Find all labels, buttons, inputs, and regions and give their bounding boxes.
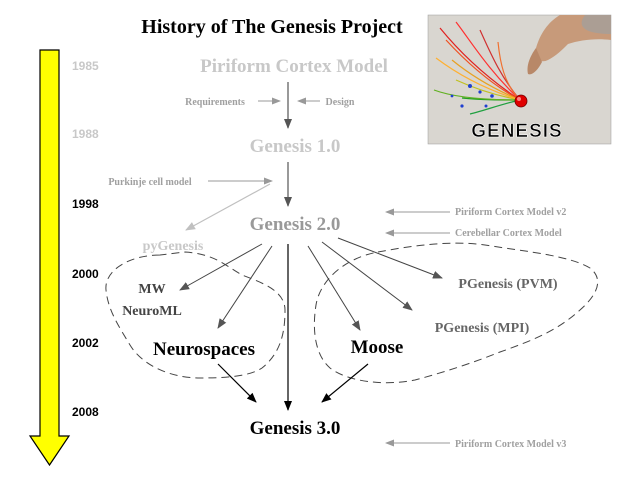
- year-label: 1988: [72, 127, 99, 141]
- node-piriform-cortex-model: Piriform Cortex Model: [200, 56, 388, 77]
- node-genesis-2: Genesis 2.0: [250, 214, 341, 235]
- edge-genesis2-to-mw: [179, 243, 263, 291]
- node-pygenesis: pyGenesis: [143, 239, 204, 254]
- annotation-piriform-cortex-model-v3: Piriform Cortex Model v3: [455, 439, 566, 450]
- edge-to-pygenesis: [185, 183, 271, 231]
- edge-genesis2-to-neurospaces: [217, 245, 273, 329]
- year-label: 2000: [72, 267, 99, 281]
- region-right-dashed: [313, 242, 599, 384]
- node-neurospaces: Neurospaces: [153, 339, 255, 360]
- annotation-requirements: Requirements: [185, 97, 245, 108]
- timeline-arrow: [28, 49, 71, 467]
- logo-text: GENESIS: [471, 121, 562, 142]
- node-pgenesis-pvm: PGenesis (PVM): [458, 277, 557, 292]
- annotation-design: Design: [326, 97, 355, 108]
- node-genesis-1: Genesis 1.0: [250, 136, 341, 157]
- year-label: 1985: [72, 59, 99, 73]
- annotation-purkinje-cell-model: Purkinje cell model: [108, 177, 192, 188]
- edge-moose-to-genesis3: [321, 363, 369, 403]
- node-pgenesis-mpi: PGenesis (MPI): [435, 321, 530, 336]
- year-label: 2002: [72, 336, 99, 350]
- region-left-dashed: [105, 251, 286, 379]
- annotation-cerebellar-cortex-model: Cerebellar Cortex Model: [455, 228, 562, 239]
- genesis-logo: GENESIS: [427, 14, 612, 145]
- year-label: 1998: [72, 197, 99, 211]
- node-moose: Moose: [351, 337, 404, 358]
- annotation-piriform-cortex-model-v2: Piriform Cortex Model v2: [455, 207, 566, 218]
- year-label: 2008: [72, 405, 99, 419]
- edge-genesis2-to-pgenesis-pvm: [337, 237, 443, 279]
- edge-genesis2-to-pgenesis-mpi: [321, 241, 413, 311]
- edge-neurospaces-to-genesis3: [217, 363, 257, 403]
- edge-genesis2-to-moose: [307, 245, 361, 331]
- diagram-title: History of The Genesis Project: [141, 16, 403, 38]
- node-genesis-3: Genesis 3.0: [250, 418, 341, 439]
- node-mw: MW: [138, 282, 165, 297]
- node-neuroml: NeuroML: [122, 304, 182, 319]
